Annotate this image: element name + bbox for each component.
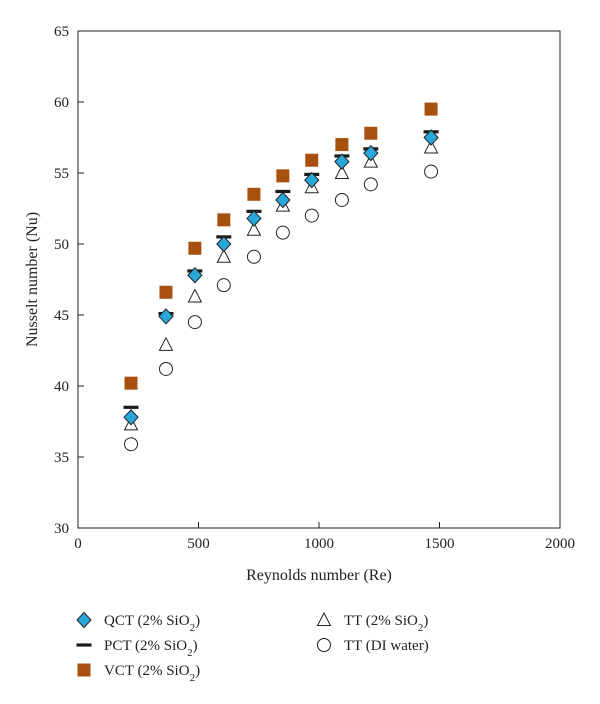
legend-label: PCT (2% SiO2) xyxy=(104,638,198,659)
y-tick-label: 60 xyxy=(54,95,69,111)
legend-label: QCT (2% SiO2) xyxy=(104,613,200,634)
data-point-square xyxy=(217,213,231,227)
axis-ticks: 0 500 1000 1500 2000 30 35 40 45 50 55 60 65 xyxy=(54,24,575,552)
data-point-square xyxy=(364,126,378,140)
data-point-triangle xyxy=(158,336,174,351)
legend-label-suffix: ) xyxy=(195,663,200,679)
legend-label-subscript: 2 xyxy=(187,647,193,659)
legend-label-text: QCT (2% SiO xyxy=(104,613,190,629)
data-point-circle xyxy=(216,278,231,293)
plot-area xyxy=(77,30,561,529)
data-point-diamond xyxy=(216,235,232,253)
data-point-triangle xyxy=(423,139,439,154)
data-point-diamond xyxy=(334,153,350,170)
x-tick-label: 2000 xyxy=(545,536,575,552)
x-axis-title: Reynolds number (Re) xyxy=(246,567,392,584)
legend-marker-triangle xyxy=(316,611,332,626)
y-tick-label: 30 xyxy=(54,521,69,537)
data-point-circle xyxy=(187,315,202,330)
data-points xyxy=(123,102,439,452)
data-point-diamond xyxy=(123,409,139,426)
legend-marker-square xyxy=(77,663,91,677)
legend-label-suffix: ) xyxy=(423,613,428,629)
data-point-circle xyxy=(124,437,139,452)
data-point-circle xyxy=(246,249,261,264)
x-tick-label: 1500 xyxy=(425,536,455,552)
y-tick-label: 55 xyxy=(54,166,69,182)
legend-marker-diamond xyxy=(76,611,92,629)
data-point-square xyxy=(247,187,261,201)
legend-label: TT (2% SiO2) xyxy=(344,613,428,634)
data-point-diamond xyxy=(363,144,379,162)
x-tick-label: 1000 xyxy=(304,536,334,552)
data-point-diamond xyxy=(187,267,203,284)
legend-marker-circle xyxy=(317,638,331,652)
data-point-square xyxy=(335,138,349,152)
data-point-diamond xyxy=(246,210,262,227)
data-point-circle xyxy=(158,361,173,376)
y-tick-label: 65 xyxy=(54,24,69,40)
legend-label-subscript: 2 xyxy=(418,622,424,634)
data-point-diamond xyxy=(304,171,320,189)
data-point-circle xyxy=(363,177,378,192)
y-tick-label: 35 xyxy=(54,450,69,466)
data-point-square xyxy=(305,153,319,167)
data-point-diamond xyxy=(423,129,439,146)
legend-label-text: TT (2% SiO xyxy=(344,613,418,629)
data-point-diamond xyxy=(158,308,174,325)
x-tick-label: 500 xyxy=(187,536,210,552)
legend-label-suffix: ) xyxy=(193,638,198,654)
data-point-triangle xyxy=(334,164,350,179)
legend-marker-dash xyxy=(76,643,92,647)
data-point-dash xyxy=(123,405,139,409)
legend-label-text: TT (DI water) xyxy=(344,638,429,654)
legend-label-subscript: 2 xyxy=(190,622,196,634)
data-point-circle xyxy=(424,164,439,179)
y-axis-title: Nusselt number (Nu) xyxy=(24,212,41,347)
data-point-circle xyxy=(304,208,319,223)
x-tick-label: 0 xyxy=(74,536,82,552)
data-point-square xyxy=(276,169,290,183)
data-point-square xyxy=(424,102,438,116)
y-tick-label: 50 xyxy=(54,237,69,253)
data-point-square xyxy=(159,285,173,299)
legend-label-text: VCT (2% SiO xyxy=(104,663,190,679)
data-point-circle xyxy=(334,192,349,207)
data-point-square xyxy=(124,376,138,390)
y-tick-label: 40 xyxy=(54,379,69,395)
legend-label-subscript: 2 xyxy=(190,672,196,684)
legend-label-text: PCT (2% SiO xyxy=(104,638,187,654)
data-point-dash xyxy=(275,189,291,194)
legend: QCT (2% SiO2)PCT (2% SiO2)VCT (2% SiO2)T… xyxy=(76,611,429,684)
data-point-diamond xyxy=(275,191,291,209)
data-point-triangle xyxy=(187,288,203,303)
data-point-triangle xyxy=(246,221,262,236)
legend-label-suffix: ) xyxy=(195,613,200,629)
data-point-square xyxy=(188,241,202,255)
data-point-circle xyxy=(275,225,290,240)
data-point-triangle xyxy=(216,248,232,263)
y-tick-label: 45 xyxy=(54,308,69,324)
legend-label: VCT (2% SiO2) xyxy=(104,663,200,684)
legend-label: TT (DI water) xyxy=(344,638,429,654)
